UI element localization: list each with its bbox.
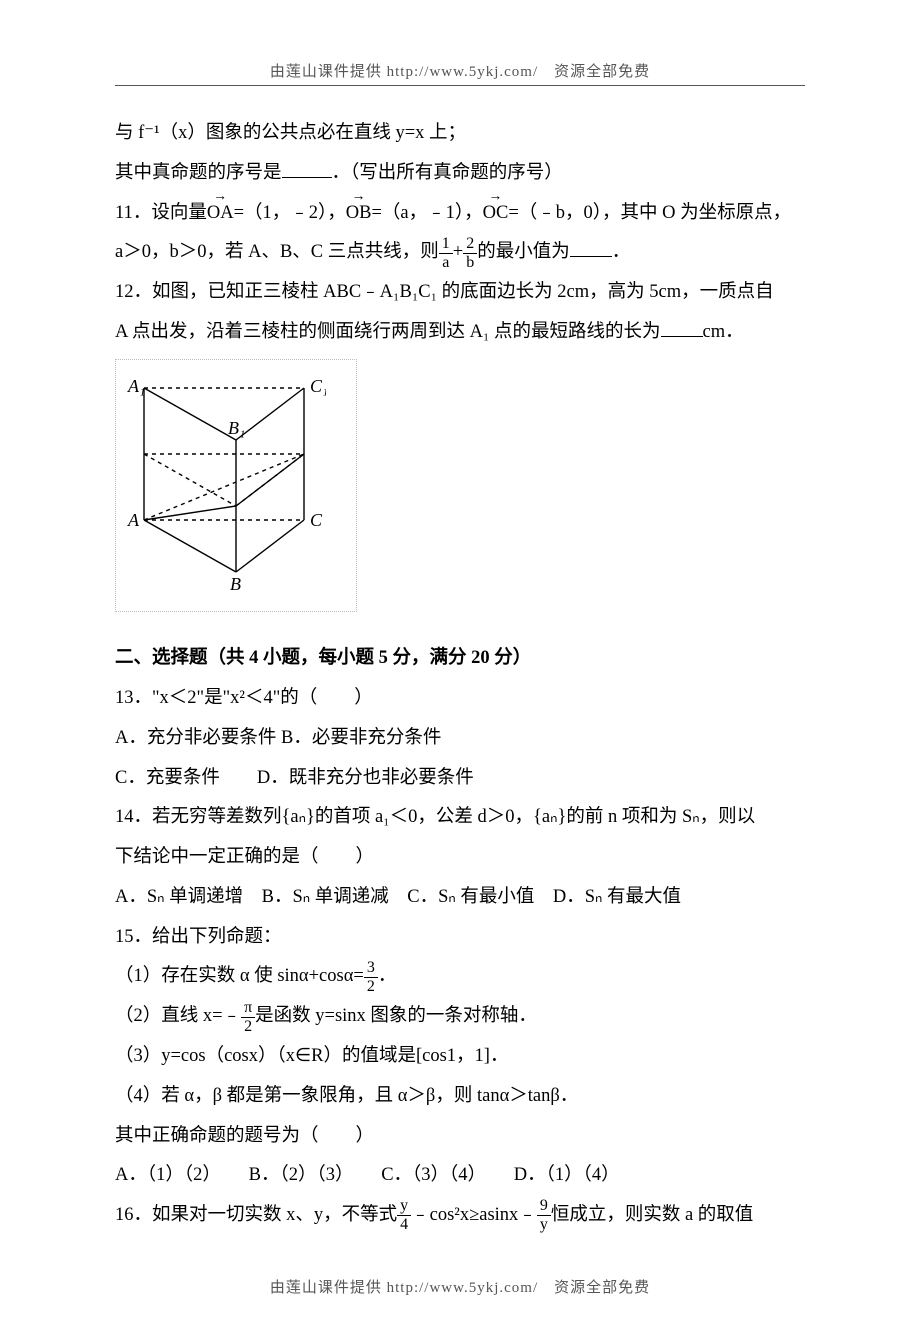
q12-line1: 12．如图，已知正三棱柱 ABC﹣A₁B₁C₁ 的底面边长为 2cm，高为 5c… bbox=[115, 273, 805, 313]
q10-text-b: ．（写出所有真命题的序号） bbox=[332, 163, 563, 183]
q11-frac1: 1a bbox=[439, 236, 453, 271]
vec-ob: OB bbox=[346, 194, 372, 234]
paper-page: 由莲山课件提供 http://www.5ykj.com/ 资源全部免费 与 f⁻… bbox=[0, 0, 920, 1337]
q14-line1: 14．若无穷等差数列{aₙ}的首项 a₁＜0，公差 d＞0，{aₙ}的前 n 项… bbox=[115, 798, 805, 838]
q13-opts-cd: C．充要条件 D．既非充分也非必要条件 bbox=[115, 759, 805, 799]
header-rule bbox=[115, 85, 805, 86]
svg-text:A: A bbox=[127, 510, 140, 530]
q16-frac2-num: 9 bbox=[537, 1198, 551, 1216]
page-footer: 由莲山课件提供 http://www.5ykj.com/ 资源全部免费 bbox=[115, 1276, 805, 1297]
q14-line2: 下结论中一定正确的是（ ） bbox=[115, 838, 805, 878]
q15-prop3: （3）y=cos（cosx）（x∈R）的值域是[cos1，1]． bbox=[115, 1037, 805, 1077]
q11-plus: + bbox=[453, 242, 463, 262]
q11-a: 11．设向量 bbox=[115, 203, 207, 223]
q15-2b: 是函数 y=sinx 图象的一条对称轴． bbox=[255, 1006, 537, 1026]
q15-prop1: （1）存在实数 α 使 sinα+cosα=32． bbox=[115, 957, 805, 997]
content-area: 与 f⁻¹（x）图象的公共点必在直线 y=x 上； 其中真命题的序号是 ．（写出所… bbox=[115, 114, 805, 1236]
q13-opts-ab: A．充分非必要条件 B．必要非充分条件 bbox=[115, 719, 805, 759]
q11-frac2-den: b bbox=[463, 254, 477, 271]
q15-prop2: （2）直线 x=﹣π2是函数 y=sinx 图象的一条对称轴． bbox=[115, 997, 805, 1037]
q15-ask: 其中正确命题的题号为（ ） bbox=[115, 1117, 805, 1157]
q11-frac1-den: a bbox=[439, 254, 453, 271]
vec-oa: OA bbox=[207, 194, 234, 234]
prism-svg: A₁ C₁ B₁ A C B bbox=[126, 370, 326, 605]
vec-oc: OC bbox=[483, 194, 509, 234]
q11-line2: a＞0，b＞0，若 A、B、C 三点共线，则1a+2b的最小值为 ． bbox=[115, 233, 805, 273]
q11-b: =（1，﹣2）， bbox=[234, 203, 346, 223]
q15-2a: （2）直线 x=﹣ bbox=[115, 1006, 241, 1026]
q16-line1: 16．如果对一切实数 x、y，不等式y4﹣cos²x≥asinx﹣9y恒成立，则… bbox=[115, 1196, 805, 1236]
q11-d: =（﹣b，0），其中 O 为坐标原点， bbox=[508, 203, 791, 223]
q16-c: 恒成立，则实数 a 的取值 bbox=[551, 1205, 753, 1225]
q12-line2: A 点出发，沿着三棱柱的侧面绕行两周到达 A₁ 点的最短路线的长为 cm． bbox=[115, 313, 805, 353]
q16-frac2: 9y bbox=[537, 1198, 551, 1233]
q11-f: 的最小值为 bbox=[477, 242, 570, 262]
q16-frac1-den: 4 bbox=[397, 1216, 411, 1233]
q15-frac1-den: 2 bbox=[364, 978, 378, 995]
svg-text:C₁: C₁ bbox=[310, 376, 326, 396]
svg-text:C: C bbox=[310, 510, 323, 530]
q11-e: a＞0，b＞0，若 A、B、C 三点共线，则 bbox=[115, 242, 439, 262]
q11-line1: 11．设向量OA=（1，﹣2），OB=（a，﹣1），OC=（﹣b，0），其中 O… bbox=[115, 194, 805, 234]
q10-text-a: 其中真命题的序号是 bbox=[115, 163, 282, 183]
svg-text:A₁: A₁ bbox=[127, 376, 145, 396]
prism-figure: A₁ C₁ B₁ A C B bbox=[115, 359, 357, 612]
q14-opts: A．Sₙ 单调递增 B．Sₙ 单调递减 C．Sₙ 有最小值 D．Sₙ 有最大值 bbox=[115, 878, 805, 918]
q10-line1: 与 f⁻¹（x）图象的公共点必在直线 y=x 上； bbox=[115, 114, 805, 154]
q11-g: ． bbox=[612, 242, 631, 262]
q11-frac2: 2b bbox=[463, 236, 477, 271]
q15-frac2: π2 bbox=[241, 1000, 255, 1035]
q15-frac2-num: π bbox=[241, 1000, 255, 1018]
q11-blank bbox=[570, 238, 612, 258]
q15-frac1: 32 bbox=[364, 960, 378, 995]
q12-b: A 点出发，沿着三棱柱的侧面绕行两周到达 A₁ 点的最短路线的长为 bbox=[115, 322, 661, 342]
q13-stem: 13．"x＜2"是"x²＜4"的（ ） bbox=[115, 679, 805, 719]
q15-1b: ． bbox=[378, 966, 397, 986]
q16-frac1: y4 bbox=[397, 1198, 411, 1233]
q15-opts: A．（1）（2） B．（2）（3） C．（3）（4） D．（1）（4） bbox=[115, 1156, 805, 1196]
q11-c: =（a，﹣1）， bbox=[371, 203, 482, 223]
q16-a: 16．如果对一切实数 x、y，不等式 bbox=[115, 1205, 397, 1225]
q15-frac1-num: 3 bbox=[364, 960, 378, 978]
q11-frac1-num: 1 bbox=[439, 236, 453, 254]
section-2-title: 二、选择题（共 4 小题，每小题 5 分，满分 20 分） bbox=[115, 639, 805, 679]
q11-frac2-num: 2 bbox=[463, 236, 477, 254]
q12-blank bbox=[661, 317, 703, 337]
page-header: 由莲山课件提供 http://www.5ykj.com/ 资源全部免费 bbox=[115, 60, 805, 81]
q15-frac2-den: 2 bbox=[241, 1018, 255, 1035]
q15-prop4: （4）若 α，β 都是第一象限角，且 α＞β，则 tanα＞tanβ． bbox=[115, 1077, 805, 1117]
q15-1a: （1）存在实数 α 使 sinα+cosα= bbox=[115, 966, 364, 986]
svg-text:B₁: B₁ bbox=[228, 418, 245, 438]
svg-text:B: B bbox=[230, 574, 241, 594]
q16-b: ﹣cos²x≥asinx﹣ bbox=[411, 1205, 537, 1225]
q16-frac1-num: y bbox=[397, 1198, 411, 1216]
q10-blank bbox=[282, 158, 332, 178]
q15-stem: 15．给出下列命题： bbox=[115, 918, 805, 958]
q16-frac2-den: y bbox=[537, 1216, 551, 1233]
q12-c: cm． bbox=[703, 322, 744, 342]
